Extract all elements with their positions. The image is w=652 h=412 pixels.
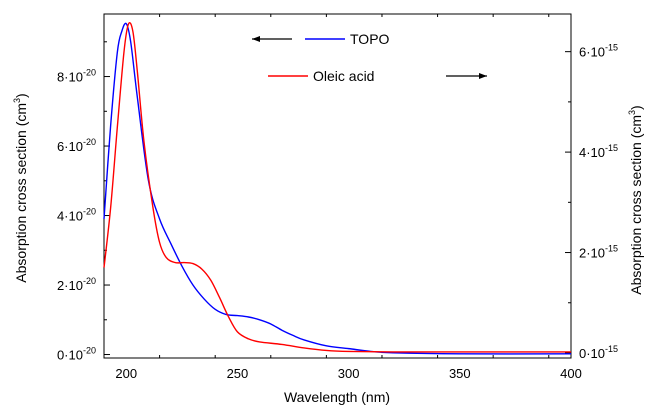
y-left-tick-label: 8·10-20 xyxy=(57,68,96,85)
legend-arrowhead-left-icon xyxy=(252,36,260,42)
legend-arrowhead-right-icon xyxy=(479,73,487,79)
plot-area xyxy=(103,21,572,355)
legend-label-oleic-acid: Oleic acid xyxy=(313,68,374,84)
y-right-tick-label: 2·10-15 xyxy=(579,244,618,261)
y-left-tick-label: 4·10-20 xyxy=(57,207,96,224)
y-right-tick-label: 6·10-15 xyxy=(579,43,618,60)
plot-frame xyxy=(103,13,572,359)
y-left-tick-label: 6·10-20 xyxy=(57,137,96,154)
x-tick-label: 350 xyxy=(449,366,471,381)
x-axis-title: Wavelength (nm) xyxy=(284,389,390,405)
axes: 200 250 300 350 400 0·10-20 2·10-20 4·10-20 6·10… xyxy=(57,13,618,381)
y-left-tick-label: 2·10-20 xyxy=(57,276,96,293)
y-axis-title-right: Absorption cross section (cm3) xyxy=(627,105,644,294)
x-tick-label: 300 xyxy=(338,366,360,381)
series-line-oleic-acid xyxy=(103,21,571,353)
x-tick-label: 250 xyxy=(227,366,249,381)
y-left-tick-label: 0·10-20 xyxy=(57,346,96,363)
y-axis-title-left: Absorption cross section (cm3) xyxy=(12,93,29,282)
legend: TOPO Oleic acid xyxy=(252,31,487,84)
x-tick-label: 200 xyxy=(115,366,137,381)
x-tick-label: 400 xyxy=(560,366,582,381)
y-right-tick-label: 0·10-15 xyxy=(579,344,618,361)
y-right-tick-label: 4·10-15 xyxy=(579,143,618,160)
legend-label-topo: TOPO xyxy=(350,31,390,47)
